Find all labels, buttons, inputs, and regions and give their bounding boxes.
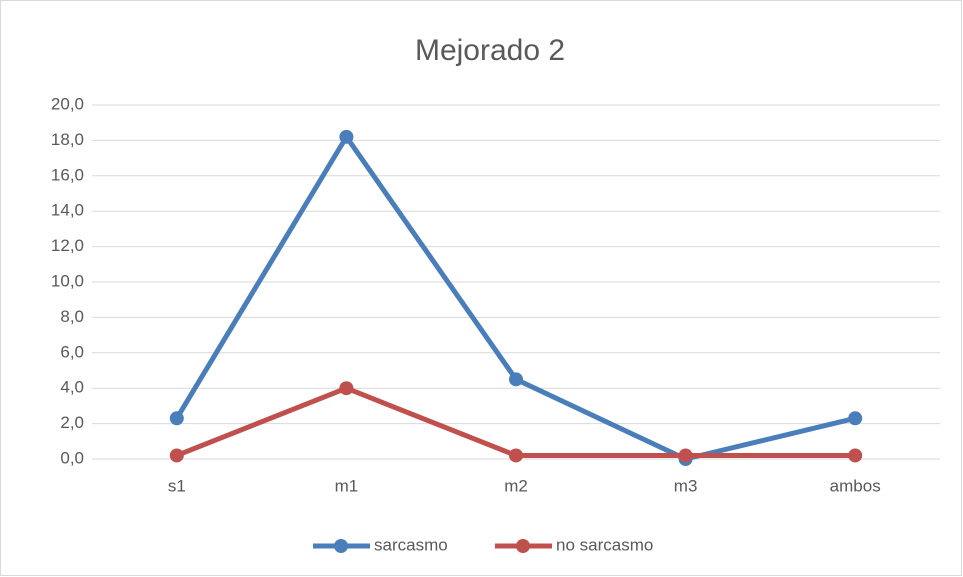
legend-marker	[516, 539, 530, 553]
x-tick-label: ambos	[830, 476, 881, 495]
x-tick-label: m3	[674, 476, 698, 495]
data-point	[509, 372, 523, 387]
x-tick-label: m1	[335, 476, 359, 495]
legend-label: sarcasmo	[374, 535, 448, 554]
y-tick-label: 0,0	[60, 448, 84, 467]
data-point	[678, 448, 693, 463]
y-tick-label: 18,0	[51, 130, 84, 149]
data-point	[509, 448, 523, 463]
data-point	[339, 381, 354, 396]
y-tick-label: 8,0	[60, 307, 84, 326]
data-point	[169, 448, 184, 463]
y-tick-label: 14,0	[51, 201, 84, 220]
y-tick-label: 2,0	[60, 413, 84, 432]
y-tick-label: 10,0	[51, 271, 84, 290]
y-tick-label: 16,0	[51, 165, 84, 184]
chart-title: Mejorado 2	[415, 34, 565, 67]
data-point	[848, 448, 863, 463]
y-tick-label: 4,0	[60, 378, 84, 397]
legend-label: no sarcasmo	[556, 535, 653, 554]
data-point	[339, 129, 354, 144]
y-tick-label: 6,0	[60, 342, 84, 361]
y-tick-label: 12,0	[51, 236, 84, 255]
data-point	[169, 411, 184, 426]
x-tick-label: m2	[504, 476, 528, 495]
data-point	[848, 411, 863, 426]
x-tick-label: s1	[168, 476, 186, 495]
legend-marker	[334, 539, 348, 553]
y-tick-label: 20,0	[51, 94, 84, 113]
